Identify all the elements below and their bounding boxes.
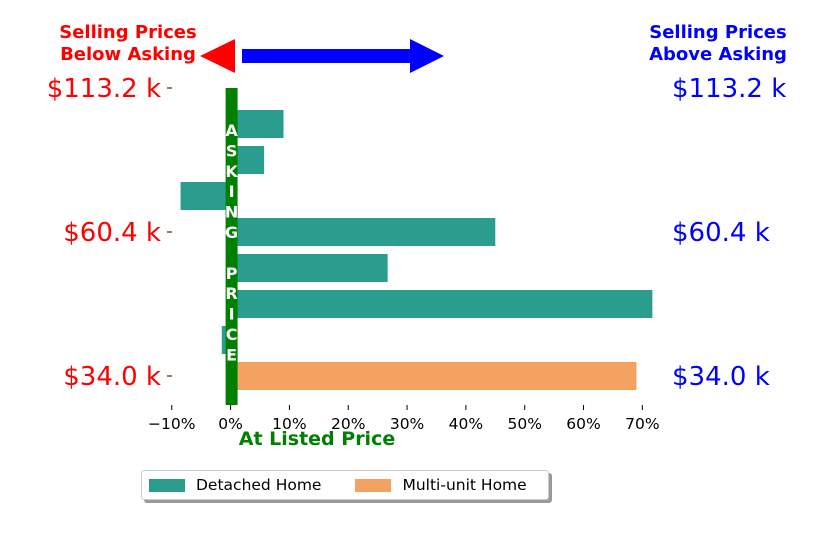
asking-letter-1: A [225,121,238,140]
right-price-ticks: $113.2 k $60.4 k $34.0 k [672,74,786,392]
left-price-ticks: $113.2 k $60.4 k $34.0 k [47,74,172,392]
right-price-label-3: $34.0 k [672,362,770,392]
asking-letter-8: P [226,264,238,283]
legend-swatch-detached [149,478,185,492]
x-tick-label-8: 60% [566,415,600,433]
bar-6 [230,290,653,318]
above-asking-arrow [242,39,444,73]
left-price-label-3: $34.0 k [63,362,161,392]
bar-5 [230,254,388,282]
left-price-label-2: $60.4 k [63,218,161,248]
below-asking-title-line2: Below Asking [60,44,196,65]
x-tick-label-4: 20% [331,415,365,433]
right-price-label-2: $60.4 k [672,218,770,248]
bars [180,110,653,390]
asking-letter-9: R [225,284,237,303]
asking-price-line [225,88,238,405]
above-asking-title-line1: Selling Prices [649,22,786,43]
bar-8 [230,362,637,390]
below-asking-arrow [200,39,235,73]
legend-swatch-multi-unit [355,478,392,492]
x-tick-label-3: 10% [272,415,306,433]
x-tick-label-6: 40% [449,415,483,433]
above-asking-title-line2: Above Asking [649,44,787,65]
bar-4 [230,218,496,246]
legend: Detached Home Multi-unit Home [141,470,549,500]
legend-item-detached: Detached Home [149,476,321,494]
below-asking-title-line1: Selling Prices [59,22,196,43]
asking-letter-4: I [229,182,235,201]
x-axis-ticks: −10% 0% 10% 20% 30% 40% 50% 60% 70% [148,405,660,433]
legend-label-detached: Detached Home [196,476,322,494]
direction-arrows [200,39,444,73]
asking-letter-10: I [229,305,235,324]
asking-letter-2: S [226,141,238,160]
x-tick-label-2: 0% [218,415,243,433]
asking-letter-11: C [226,325,238,344]
bar-3 [180,182,231,210]
legend-item-multi-unit: Multi-unit Home [355,476,527,494]
bar-1 [230,110,284,138]
x-axis-label: At Listed Price [239,428,395,450]
x-tick-label-7: 50% [507,415,541,433]
legend-label-multi-unit: Multi-unit Home [402,476,527,494]
asking-letter-3: K [225,162,238,181]
asking-letter-12: E [226,345,237,364]
asking-letter-5: N [225,203,238,222]
right-price-label-1: $113.2 k [672,74,786,104]
left-price-label-1: $113.2 k [47,74,161,104]
x-tick-label-9: 70% [625,415,659,433]
asking-letter-6: G [225,223,238,242]
x-tick-label-5: 30% [390,415,424,433]
x-tick-label-1: −10% [148,415,195,433]
